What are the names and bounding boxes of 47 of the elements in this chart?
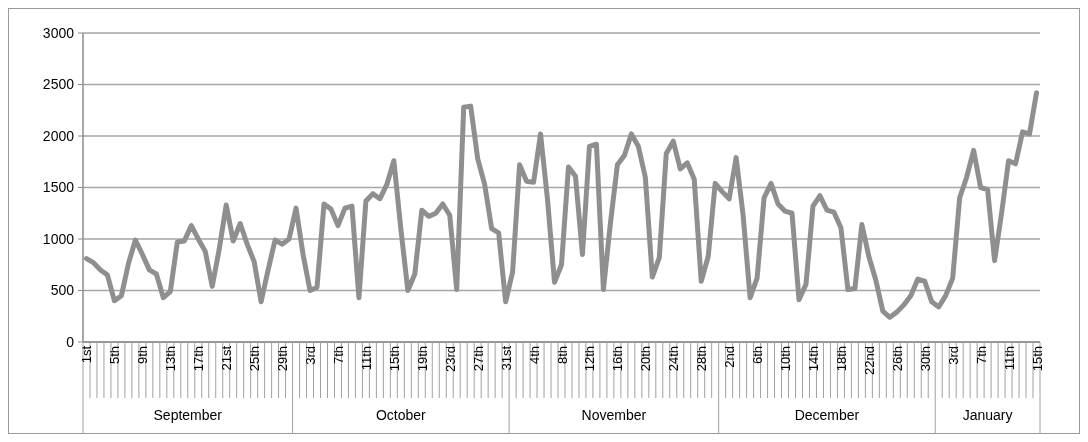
x-tick-label: 24th <box>666 346 682 372</box>
x-tick-label: 26th <box>889 346 905 372</box>
y-tick-label: 0 <box>66 333 75 350</box>
x-tick-label: 27th <box>470 346 486 372</box>
x-tick-label: 9th <box>135 346 151 365</box>
x-tick-label: 4th <box>526 346 542 365</box>
text: October <box>375 407 427 423</box>
x-tick-label: 12th <box>582 346 598 372</box>
x-tick-label: 22nd <box>861 346 877 375</box>
x-tick-label: 7th <box>973 346 989 365</box>
x-tick-label: 1st <box>79 345 95 364</box>
x-tick-label: 20th <box>638 346 654 372</box>
x-tick-label: 5th <box>107 346 123 365</box>
x-tick-label: 25th <box>247 346 263 372</box>
x-tick-label: 8th <box>554 346 570 365</box>
x-tick-label: 3rd <box>945 346 961 365</box>
text: January <box>962 407 1013 423</box>
y-tick-label: 500 <box>50 282 75 299</box>
x-tick-label: 30th <box>917 346 933 372</box>
x-tick-label: 13th <box>163 346 179 372</box>
x-tick-label: 15th <box>386 346 402 372</box>
text: November <box>581 407 647 423</box>
x-tick-label: 10th <box>778 346 794 372</box>
y-tick-label: 1000 <box>42 230 75 247</box>
x-tick-label: 16th <box>610 346 626 372</box>
text: December <box>794 407 860 423</box>
x-tick-label: 7th <box>330 346 346 365</box>
x-tick-label: 31st <box>498 345 514 371</box>
text: September <box>153 407 223 423</box>
y-tick-label: 3000 <box>42 24 75 41</box>
x-tick-label: 2nd <box>722 346 738 368</box>
x-tick-label: 11th <box>358 346 374 371</box>
y-tick-label: 1500 <box>42 179 75 196</box>
x-tick-label: 28th <box>694 346 710 372</box>
x-tick-label: 18th <box>833 346 849 372</box>
x-tick-label: 11th <box>1001 346 1017 371</box>
y-tick-label: 2000 <box>42 127 75 144</box>
x-tick-label: 19th <box>414 346 430 372</box>
x-tick-label: 15th <box>1029 346 1045 372</box>
x-tick-label: 17th <box>191 346 207 372</box>
y-tick-label: 2500 <box>42 76 75 93</box>
x-tick-label: 29th <box>275 346 291 372</box>
x-tick-label: 6th <box>750 346 766 365</box>
x-tick-label: 21st <box>219 345 235 371</box>
x-tick-label: 14th <box>805 346 821 372</box>
x-tick-label: 3rd <box>303 346 319 365</box>
x-tick-label: 23rd <box>442 346 458 373</box>
